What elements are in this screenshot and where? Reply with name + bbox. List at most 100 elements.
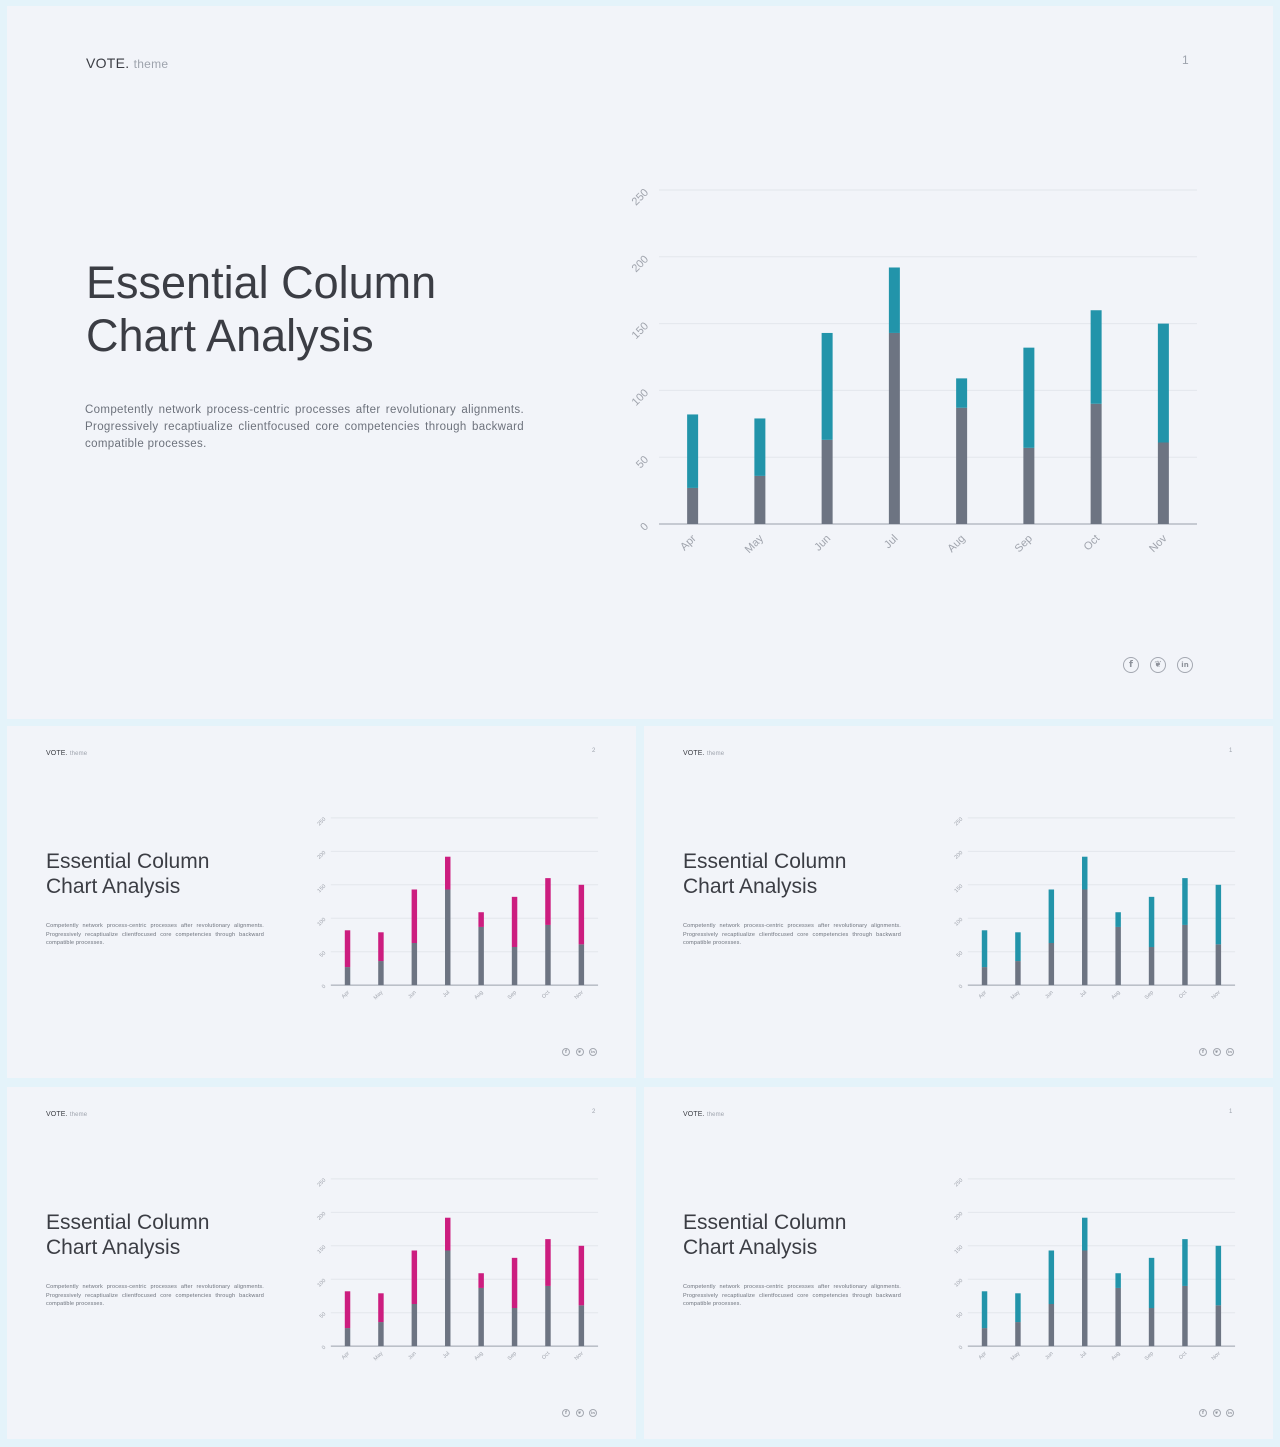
bar-top-sep [1148,896,1155,948]
x-tick-label: Jun [812,533,833,554]
slide-variant-5: VOTE. theme 1 Essential Column Chart Ana… [644,1087,1273,1439]
x-tick-label: Aug [1110,1351,1121,1362]
y-tick-label: 200 [954,850,965,861]
bar-top-jun [821,332,833,440]
x-tick-label: May [743,532,767,556]
bar-base-may [378,961,384,986]
facebook-icon[interactable]: f [562,1409,570,1417]
bar-base-apr [344,967,351,986]
y-tick-label: 250 [630,187,651,208]
bar-top-aug [1115,912,1121,927]
bar-top-jul [1082,1217,1088,1251]
linkedin-icon[interactable]: in [589,1048,597,1056]
brand-name: VOTE. [683,750,705,757]
body-text: Competently network process-centric proc… [46,923,264,946]
y-tick-label: 100 [317,1278,328,1289]
bar-base-sep [1148,947,1155,986]
bar-base-jul [445,889,451,986]
linkedin-icon[interactable]: in [589,1409,597,1417]
x-tick-label: Aug [1110,990,1121,1001]
title-line-2: Chart Analysis [46,1235,181,1259]
linkedin-icon[interactable]: in [1226,1048,1234,1056]
bar-top-nov [1157,323,1169,443]
column-chart: 0 50 100 150 200 250 Apr May Jun Jul Aug Sep Oct Nov [954,817,1236,1001]
bar-top-aug [478,912,484,927]
facebook-icon[interactable]: f [1199,1048,1207,1056]
y-tick-label: 100 [630,387,651,408]
linkedin-icon[interactable]: in [1177,657,1193,673]
twitter-icon[interactable]: ❦ [575,1048,584,1056]
slide-variant-3: VOTE. theme 1 Essential Column Chart Ana… [644,726,1273,1078]
bar-base-jun [1048,942,1055,986]
brand-logo: VOTE. theme [46,1111,87,1118]
title-line-2: Chart Analysis [683,1235,818,1259]
bar-base-oct [1182,1285,1188,1347]
bar-base-apr [981,967,988,986]
page-number: 1 [1229,1109,1233,1115]
bar-top-nov [1215,884,1222,945]
x-tick-label: Sep [1144,1351,1155,1362]
page-number: 1 [1182,53,1189,67]
column-chart: 0 50 100 150 200 250 Apr May Jun Jul Aug Sep Oct Nov [954,1178,1236,1362]
page-title: Essential Column Chart Analysis [683,850,846,900]
bar-top-oct [1090,310,1102,404]
title-line-1: Essential Column [86,257,437,308]
y-tick-label: 200 [630,253,651,274]
bar-top-oct [545,1239,551,1286]
slide-main: VOTE. theme 1 Essential Column Chart Ana… [7,6,1273,719]
facebook-icon[interactable]: f [1123,657,1139,673]
twitter-icon[interactable]: ❦ [1150,657,1166,673]
twitter-icon[interactable]: ❦ [1212,1048,1221,1056]
bar-base-nov [578,1305,585,1347]
brand-subtitle: theme [706,751,725,757]
x-tick-label: Oct [1178,989,1189,1000]
bar-base-sep [511,1308,518,1347]
bar-base-sep [1148,1308,1155,1347]
bar-base-sep [511,947,518,986]
bar-base-jul [1082,1250,1088,1347]
y-tick-label: 50 [319,950,328,959]
page-number: 2 [592,1109,596,1115]
social-links: f ❦ in [1123,657,1193,673]
title-line-2: Chart Analysis [86,310,374,362]
twitter-icon[interactable]: ❦ [1212,1409,1221,1417]
y-tick-label: 200 [317,850,328,861]
page-title: Essential Column Chart Analysis [46,1211,209,1261]
bar-top-apr [344,930,351,968]
twitter-icon[interactable]: ❦ [575,1409,584,1417]
y-tick-label: 0 [638,521,651,534]
bar-base-may [754,475,766,524]
social-links: f ❦ in [562,1409,597,1417]
body-text: Competently network process-centric proc… [85,404,524,450]
x-tick-label: Nov [574,990,585,1001]
title-line-1: Essential Column [683,1211,847,1234]
brand-name: VOTE. [86,55,130,71]
y-tick-label: 50 [956,950,965,959]
bar-base-nov [1215,1305,1222,1347]
x-tick-label: Aug [473,1351,484,1362]
bar-base-apr [981,1328,988,1347]
page-title: Essential Column Chart Analysis [683,1211,846,1261]
brand-subtitle: theme [133,57,169,71]
bar-base-aug [1115,926,1121,986]
x-tick-label: Aug [473,990,484,1001]
bar-top-may [754,418,766,476]
bar-top-apr [981,1291,988,1329]
x-tick-label: Sep [507,990,518,1001]
title-line-2: Chart Analysis [46,874,181,898]
bar-top-jun [411,1250,418,1304]
bar-top-jul [888,267,900,333]
y-tick-label: 250 [954,1178,965,1189]
bar-base-oct [545,1285,551,1347]
x-tick-label: Aug [945,533,967,555]
x-tick-label: Nov [1147,532,1170,555]
slide-variant-2: VOTE. theme 2 Essential Column Chart Ana… [7,726,636,1078]
bar-base-oct [1182,924,1188,986]
facebook-icon[interactable]: f [1199,1409,1207,1417]
x-tick-label: Oct [1178,1350,1189,1361]
linkedin-icon[interactable]: in [1226,1409,1234,1417]
bar-top-apr [981,930,988,968]
y-tick-label: 0 [958,984,964,990]
x-tick-label: Jul [882,533,900,551]
facebook-icon[interactable]: f [562,1048,570,1056]
